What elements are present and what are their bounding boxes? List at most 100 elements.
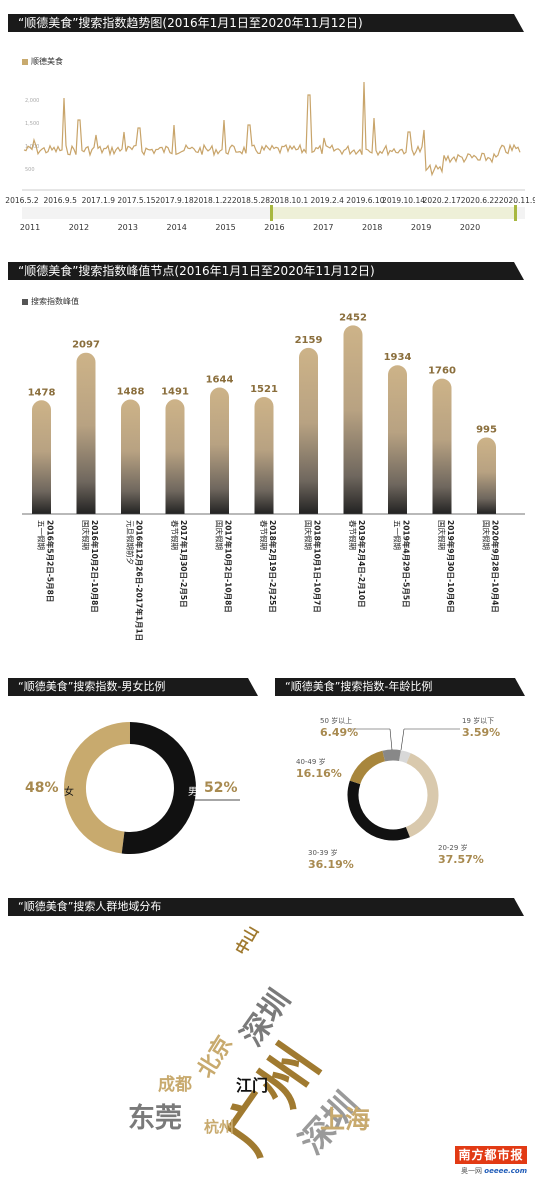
peak-bar — [388, 365, 407, 514]
peak-holiday-label: 春节假期 — [348, 520, 358, 550]
peak-value-label: 1760 — [428, 366, 456, 377]
age-slice — [347, 780, 410, 841]
gender-section: “顺德美食”搜索指数-男女比例 48% 女 男 52% — [0, 660, 535, 890]
peak-bar — [210, 387, 229, 514]
peak-holiday-label: 元旦假期前夕 — [126, 520, 136, 565]
trend-date-label: 2019.2.4 — [311, 196, 345, 205]
region-section: “顺德美食”搜索人群地域分布 中山 深圳 北京 广州 成都 江门 深圳 东莞 杭… — [0, 890, 535, 1190]
peak-value-label: 2452 — [339, 312, 367, 323]
peaks-legend: 搜索指数峰值 — [22, 296, 79, 307]
age-donut — [347, 728, 460, 841]
gender-female-label: 女 — [64, 787, 74, 798]
navigator-handle-right[interactable] — [514, 205, 517, 221]
trend-date-label: 2020.11.9 — [499, 196, 535, 205]
brand-name: 南方都市报 — [455, 1146, 527, 1164]
trend-y-tick: 2,000 — [25, 98, 39, 104]
region-word: 杭州 — [204, 1118, 235, 1136]
trend-date-label: 2019.10.14 — [382, 196, 425, 205]
navigator-window[interactable] — [272, 207, 516, 219]
trend-year-label: 2015 — [215, 223, 235, 232]
region-word: 上海 — [320, 1105, 371, 1134]
gender-slice-female — [63, 722, 131, 854]
navigator-handle-left[interactable] — [270, 205, 273, 221]
trend-legend-label: 顺德美食 — [31, 57, 63, 66]
gender-male-pct: 52% — [204, 780, 238, 796]
trend-year-label: 2018 — [362, 223, 382, 232]
trend-date-label: 2019.6.10 — [346, 196, 384, 205]
peak-bar — [76, 352, 96, 514]
peak-value-label: 1644 — [206, 375, 234, 386]
age-label-under19: 19 岁以下 — [462, 717, 495, 725]
peak-date-label: 2020年9月28日-10月4日 — [491, 520, 501, 613]
age-label-50plus: 50 岁以上 — [320, 717, 353, 725]
peak-date-label: 2019年4月29日-5月5日 — [402, 520, 412, 608]
trend-series-line — [23, 81, 521, 177]
age-label-30-39: 30-39 岁 — [308, 849, 338, 857]
legend-swatch — [22, 58, 28, 65]
trend-year-label: 2013 — [118, 223, 138, 232]
age-leader-line — [400, 728, 405, 751]
age-pct-under19: 3.59% — [462, 726, 501, 739]
gender-slice-male — [121, 722, 196, 854]
peak-date-label: 2019年2月4日-2月10日 — [357, 520, 367, 608]
peak-holiday-label: 五一假期 — [393, 520, 402, 550]
brand-site-en: oeeee.com — [484, 1167, 527, 1175]
age-label-40-49: 40-49 岁 — [296, 758, 326, 766]
peak-holiday-label: 春节假期 — [259, 520, 269, 550]
peak-holiday-label: 春节假期 — [170, 520, 180, 550]
gender-female-pct: 48% — [25, 780, 59, 796]
peaks-section: “顺德美食”搜索指数峰值节点(2016年1月1日至2020年11月12日) 搜索… — [0, 240, 535, 660]
trend-date-label: 2017.1.9 — [82, 196, 116, 205]
peaks-legend-swatch — [22, 298, 28, 305]
trend-year-label: 2020 — [460, 223, 480, 232]
trend-date-label: 2020.6.22 — [461, 196, 499, 205]
age-slice — [349, 750, 386, 785]
region-word: 成都 — [158, 1075, 192, 1095]
peak-bar — [343, 325, 363, 514]
peak-date-label: 2018年10月1日-10月7日 — [313, 520, 323, 613]
trend-legend: 顺德美食 — [22, 56, 63, 67]
brand-site-cn: 奥一网 — [461, 1167, 483, 1175]
peaks-legend-label: 搜索指数峰值 — [31, 297, 79, 306]
age-label-20-29: 20-29 岁 — [438, 844, 468, 852]
region-word-cloud: 中山 深圳 北京 广州 成都 江门 深圳 东莞 杭州 上海 — [0, 890, 535, 1190]
gender-donut — [63, 722, 240, 854]
gender-title: “顺德美食”搜索指数-男女比例 — [8, 678, 258, 696]
peak-holiday-label: 国庆假期 — [437, 520, 447, 550]
age-slice — [382, 749, 401, 762]
peak-holiday-label: 国庆假期 — [81, 520, 91, 550]
peak-value-label: 2159 — [295, 335, 323, 346]
region-word: 中山 — [231, 923, 263, 958]
peak-value-label: 1521 — [250, 384, 278, 395]
age-section: “顺德美食”搜索指数-年龄比例 50 岁以上 6.49% 19 岁以下 3.59… — [0, 660, 535, 890]
trend-section: “顺德美食”搜索指数趋势图(2016年1月1日至2020年11月12日) 顺德美… — [0, 0, 535, 240]
region-word: 江门 — [236, 1076, 269, 1095]
peak-holiday-label: 五一假期 — [37, 520, 46, 550]
trend-y-tick: 1,500 — [25, 121, 39, 127]
peak-date-label: 2017年10月2日-10月8日 — [224, 520, 234, 613]
peak-date-label: 2016年10月2日-10月8日 — [90, 520, 100, 613]
peak-bar — [254, 397, 274, 514]
age-pct-30-39: 36.19% — [308, 858, 354, 871]
trend-date-label: 2018.5.28 — [232, 196, 270, 205]
peak-bar — [477, 437, 496, 514]
trend-year-label: 2014 — [166, 223, 186, 232]
region-word: 东莞 — [128, 1103, 182, 1134]
age-pct-50plus: 6.49% — [320, 726, 359, 739]
peak-date-label: 2016年12月26日-2017年1月1日 — [135, 520, 145, 641]
trend-date-label: 2017.9.18 — [156, 196, 194, 205]
peak-value-label: 1488 — [117, 387, 145, 398]
peak-bar — [432, 378, 452, 514]
region-title: “顺德美食”搜索人群地域分布 — [8, 898, 524, 916]
brand-logo: 南方都市报 奥一网 oeeee.com — [455, 1146, 527, 1176]
trend-date-label: 2020.2.17 — [423, 196, 461, 205]
brand-site: 奥一网 oeeee.com — [455, 1166, 527, 1176]
trend-date-label: 2018.10.1 — [270, 196, 308, 205]
age-slice — [405, 753, 439, 838]
gender-male-label: 男 — [188, 787, 198, 798]
age-leader-line — [389, 728, 393, 751]
peak-date-label: 2018年2月19日-2月25日 — [268, 520, 278, 613]
peak-bar — [299, 347, 318, 514]
